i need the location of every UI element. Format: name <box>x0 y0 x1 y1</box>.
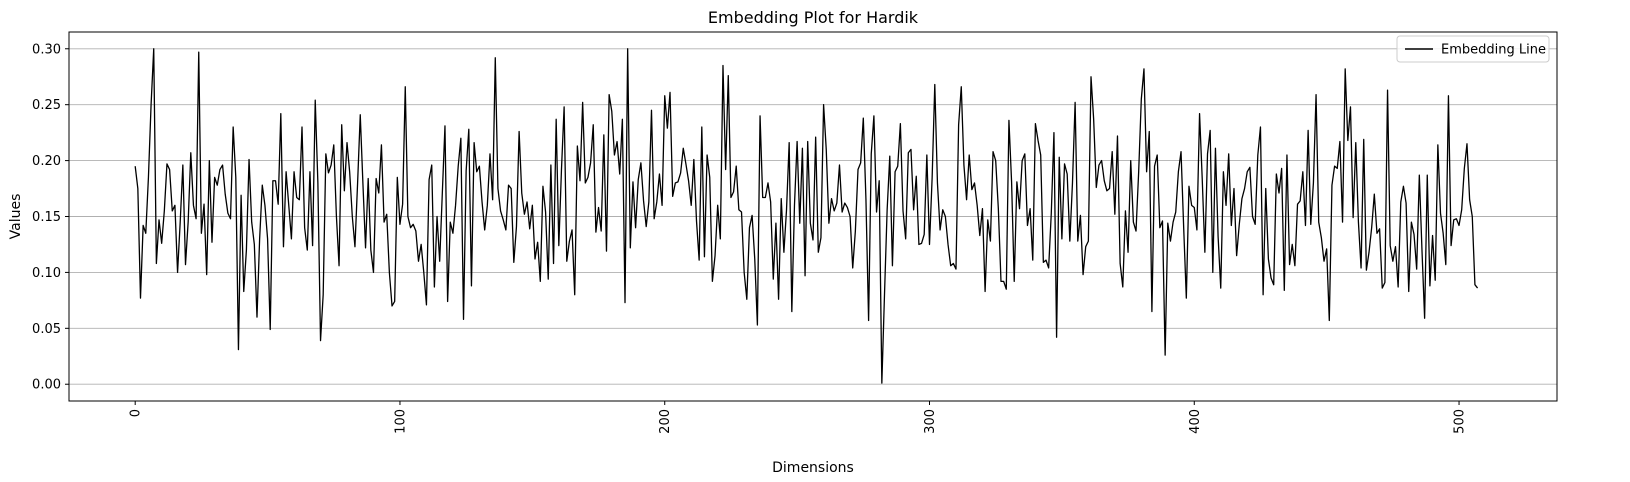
x-tick-label: 400 <box>1188 409 1203 434</box>
y-tick-label: 0.05 <box>32 322 61 337</box>
x-tick-label: 200 <box>658 409 673 434</box>
y-tick-label: 0.25 <box>32 98 61 113</box>
y-tick-label: 0.15 <box>32 210 61 225</box>
chart-title: Embedding Plot for Hardik <box>708 8 919 27</box>
legend: Embedding Line <box>1396 35 1550 63</box>
x-axis-label: Dimensions <box>772 460 854 476</box>
x-tick-label: 500 <box>1453 409 1468 434</box>
y-axis-label: Values <box>8 194 24 240</box>
y-tick-label: 0.30 <box>32 42 61 57</box>
plot-area <box>134 48 1479 384</box>
series-line <box>134 48 1479 384</box>
x-tick-label: 300 <box>923 409 938 434</box>
y-ticks: 0.00 0.05 0.10 0.15 0.20 0.25 0.30 <box>32 42 69 393</box>
y-tick-label: 0.00 <box>32 378 61 393</box>
axes-frame <box>68 31 1558 402</box>
legend-box <box>1396 35 1550 63</box>
x-tick-label: 100 <box>393 409 408 434</box>
legend-label: Embedding Line <box>1441 43 1546 58</box>
x-ticks: 0 100 200 300 400 500 <box>129 401 1468 434</box>
y-tick-label: 0.20 <box>32 154 61 169</box>
x-tick-label: 0 <box>129 409 144 417</box>
y-tick-label: 0.10 <box>32 266 61 281</box>
